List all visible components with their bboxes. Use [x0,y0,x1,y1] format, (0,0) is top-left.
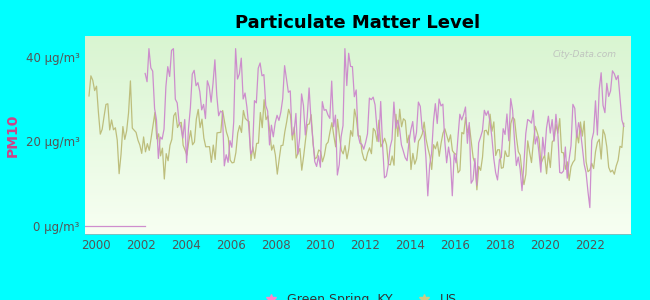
Title: Particulate Matter Level: Particulate Matter Level [235,14,480,32]
Text: City-Data.com: City-Data.com [553,50,617,59]
Legend: Green Spring, KY, US: Green Spring, KY, US [253,288,462,300]
Y-axis label: PM10: PM10 [6,113,20,157]
